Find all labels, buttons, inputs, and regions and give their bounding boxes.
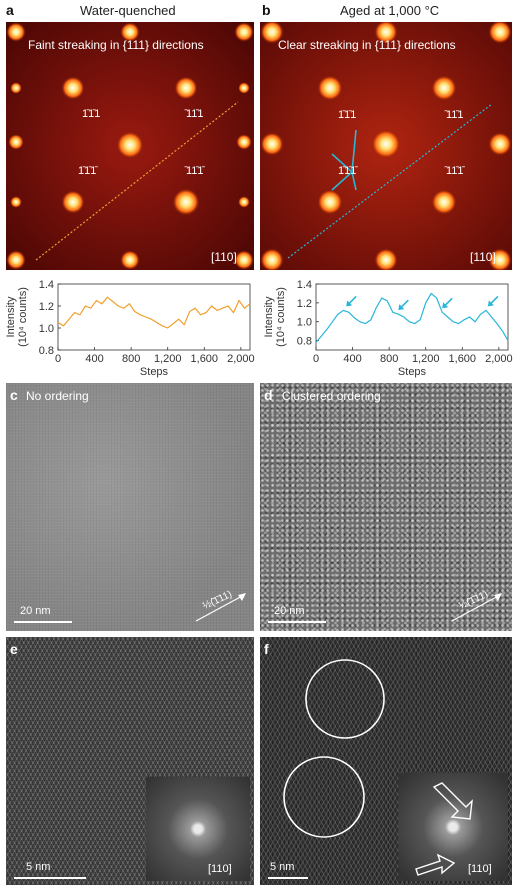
hrtem-image-f: f 5 nm [110] bbox=[260, 637, 512, 885]
y-axis-label: Intensity bbox=[5, 296, 17, 337]
peak-arrowhead bbox=[442, 302, 449, 309]
y-tick-label: 1.2 bbox=[39, 301, 54, 313]
x-tick-label: 1,200 bbox=[412, 353, 440, 365]
cluster-circles-f bbox=[283, 659, 385, 838]
spot-label-a-4: ̄11̄1̄ bbox=[184, 165, 206, 177]
caption-a: Faint streaking in {111} directions bbox=[28, 38, 204, 52]
x-axis-label: Steps bbox=[140, 366, 169, 378]
scale-bar-f bbox=[268, 877, 308, 879]
panel-title-a: Water-quenched bbox=[80, 3, 176, 18]
x-tick-label: 800 bbox=[122, 353, 140, 365]
y-tick-label: 1.0 bbox=[297, 317, 312, 329]
x-tick-label: 1,200 bbox=[154, 353, 182, 365]
caption-c: No ordering bbox=[26, 389, 89, 403]
y-tick-label: 0.8 bbox=[297, 336, 312, 348]
peak-arrowhead bbox=[398, 304, 405, 311]
x-tick-label: 1,600 bbox=[449, 353, 477, 365]
y-tick-label: 1.4 bbox=[39, 279, 54, 291]
y-tick-label: 1.2 bbox=[297, 298, 312, 310]
zone-axis-e: [110] bbox=[208, 863, 232, 875]
panel-letter-d: d bbox=[264, 387, 273, 403]
y-axis-label: (10⁴ counts) bbox=[17, 287, 29, 347]
panel-letter-f: f bbox=[264, 641, 269, 657]
series-line bbox=[57, 296, 251, 329]
zone-axis-a: [110] bbox=[211, 250, 237, 264]
fft-arrows-f bbox=[415, 782, 473, 876]
peak-arrowhead bbox=[487, 300, 494, 307]
spot-label-a-2: ̄11̄1 bbox=[184, 108, 204, 120]
hrstem-image-d: d Clustered ordering 20 nm ½(̄1̄11) bbox=[260, 383, 512, 631]
x-tick-label: 1,600 bbox=[191, 353, 219, 365]
x-axis-label: Steps bbox=[398, 366, 427, 378]
scale-label-d: 20 nm bbox=[274, 605, 305, 617]
plot-frame bbox=[315, 283, 509, 351]
panel-title-b: Aged at 1,000 °C bbox=[340, 3, 440, 18]
x-tick-label: 800 bbox=[380, 353, 398, 365]
spot-label-a-3: 1̄1̄1̄ bbox=[78, 165, 98, 177]
hrtem-image-e: e 5 nm [110] bbox=[6, 637, 254, 885]
x-tick-label: 0 bbox=[313, 353, 319, 365]
hrstem-image-c: c No ordering 20 nm ½(̄1̄11) bbox=[6, 383, 254, 631]
series-line bbox=[315, 292, 509, 343]
scale-bar-c bbox=[14, 621, 72, 623]
direction-arrow-c bbox=[195, 593, 246, 622]
y-tick-label: 0.8 bbox=[39, 345, 54, 357]
intensity-profile-chart-b: 0.8 1.0 1.2 1.4 0 400 800 1,200 1,600 2,000 Steps I… bbox=[263, 279, 513, 378]
peak-arrowhead bbox=[346, 300, 353, 307]
caption-d: Clustered ordering bbox=[282, 389, 381, 403]
scale-label-f: 5 nm bbox=[270, 861, 295, 873]
panel-letter-e: e bbox=[10, 641, 18, 657]
zone-axis-b: [110] bbox=[470, 250, 496, 264]
y-tick-label: 1.4 bbox=[297, 279, 312, 291]
x-tick-label: 400 bbox=[343, 353, 361, 365]
panel-letter-b: b bbox=[262, 2, 271, 18]
scale-label-e: 5 nm bbox=[26, 861, 51, 873]
x-tick-label: 400 bbox=[85, 353, 103, 365]
fft-inset-e: [110] bbox=[146, 777, 250, 881]
scale-label-c: 20 nm bbox=[20, 605, 51, 617]
spot-label-b-4: ̄11̄1̄ bbox=[444, 165, 466, 177]
y-axis-label: Intensity bbox=[263, 296, 275, 337]
diffraction-pattern-a: 1̄1̄1 ̄11̄1 1̄1̄1̄ ̄11̄1̄ Faint streakin… bbox=[6, 22, 254, 270]
spot-label-b-2: ̄11̄1 bbox=[444, 109, 464, 121]
fft-inset-f: [110] bbox=[398, 773, 508, 881]
x-tick-label: 2,000 bbox=[485, 353, 513, 365]
panel-letter-a: a bbox=[6, 2, 14, 18]
spot-label-b-1: 1̄1̄1 bbox=[338, 109, 356, 121]
direction-arrow-d bbox=[451, 593, 502, 622]
spot-label-b-3: 1̄1̄1̄ bbox=[338, 165, 358, 177]
diffraction-pattern-b: 1̄1̄1 ̄11̄1 1̄1̄1̄ ̄11̄1̄ Clear streakin… bbox=[260, 22, 512, 270]
zone-axis-f: [110] bbox=[468, 863, 492, 875]
y-tick-label: 1.0 bbox=[39, 323, 54, 335]
caption-b: Clear streaking in {111} directions bbox=[278, 38, 456, 52]
x-tick-label: 0 bbox=[55, 353, 61, 365]
scale-bar-d bbox=[268, 621, 326, 623]
x-tick-label: 2,000 bbox=[227, 353, 255, 365]
scale-bar-e bbox=[14, 877, 86, 879]
plot-frame bbox=[57, 283, 251, 351]
spot-label-a-1: 1̄1̄1 bbox=[82, 108, 100, 120]
panel-letter-c: c bbox=[10, 387, 18, 403]
y-axis-label: (10⁴ counts) bbox=[275, 287, 287, 347]
intensity-profile-chart-a: 0.8 1.0 1.2 1.4 0 400 800 1,200 1,600 2,000 Steps I… bbox=[5, 279, 255, 378]
